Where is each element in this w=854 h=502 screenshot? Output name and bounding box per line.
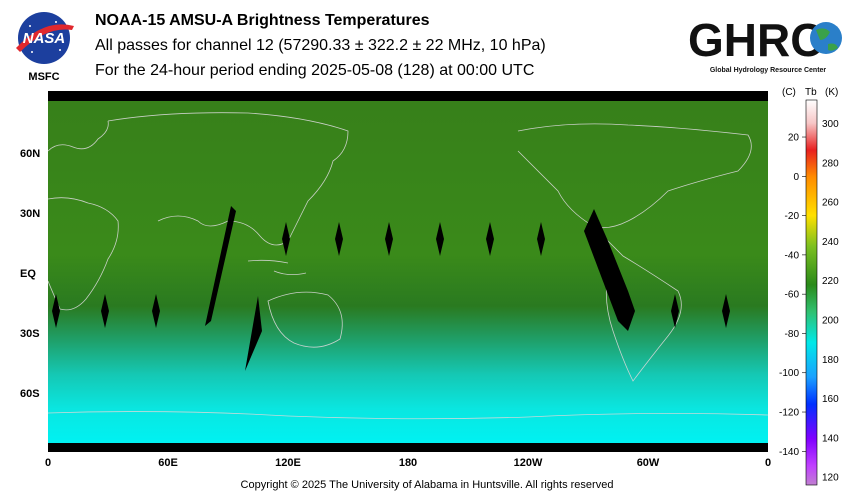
ghrc-logo: GHRC Global Hydrology Resource Center [688,14,842,74]
time-period: For the 24-hour period ending 2025-05-08… [95,62,535,79]
colorbar-kelvin-tick: 120 [822,473,839,484]
colorbar-celsius-tick: -80 [785,329,800,340]
colorbar-kelvin-tick: 240 [822,237,839,248]
temperature-field [48,101,768,443]
colorbar-celsius-tick: -40 [785,250,800,261]
svg-text:GHRC: GHRC [688,14,823,66]
svg-text:NASA: NASA [23,30,66,47]
colorbar-celsius-tick: 0 [793,172,799,183]
lat-label-30n: 30N [20,208,41,220]
channel-description: All passes for channel 12 (57290.33 ± 32… [95,37,546,54]
colorbar-kelvin-tick: 280 [822,158,839,169]
colorbar-kelvin-tick: 200 [822,316,839,327]
colorbar-kelvin-header: (K) [825,87,839,98]
colorbar-kelvin-tick: 260 [822,198,839,209]
colorbar-kelvin-tick: 140 [822,433,839,444]
svg-text:MSFC: MSFC [28,71,59,83]
lon-label-60e: 60E [158,457,178,469]
colorbar-celsius-header: (C) [782,87,796,98]
lat-label-60s: 60S [20,388,40,400]
lat-label-60n: 60N [20,148,41,160]
colorbar-kelvin-tick: 180 [822,355,839,366]
coastlines [48,112,768,420]
colorbar-tb-header: Tb [805,87,817,98]
nasa-logo: NASA MSFC [16,12,74,83]
colorbar-celsius-tick: 20 [788,133,800,144]
lat-label-eq: EQ [20,268,36,280]
svg-text:Global Hydrology Resource Cent: Global Hydrology Resource Center [710,67,827,74]
lon-label-60w: 60W [636,457,660,469]
temperature-colorbar: 200-20-40-60-80-100-120-140 300280260240… [779,99,839,486]
colorbar-celsius-tick: -100 [779,368,799,379]
lon-label-120w: 120W [513,457,543,469]
lon-label-180: 180 [398,457,418,469]
brightness-temperature-map [48,91,768,452]
colorbar-celsius-tick: -20 [785,211,800,222]
colorbar-kelvin-tick: 160 [822,394,839,405]
map-title: NOAA-15 AMSU-A Brightness Temperatures [95,12,430,29]
lon-label-0-east: 0 [764,457,772,469]
lon-label-0: 0 [44,457,52,469]
colorbar-celsius-tick: -60 [785,290,800,301]
colorbar-celsius-tick: -120 [779,408,799,419]
copyright-notice: Copyright © 2025 The University of Alaba… [240,479,614,491]
lon-label-120e: 120E [275,457,301,469]
colorbar-kelvin-tick: 220 [822,276,839,287]
lat-label-30s: 30S [20,328,40,340]
colorbar-kelvin-tick: 300 [822,119,839,130]
missing-data-gaps [52,206,730,371]
colorbar-celsius-tick: -140 [779,447,799,458]
